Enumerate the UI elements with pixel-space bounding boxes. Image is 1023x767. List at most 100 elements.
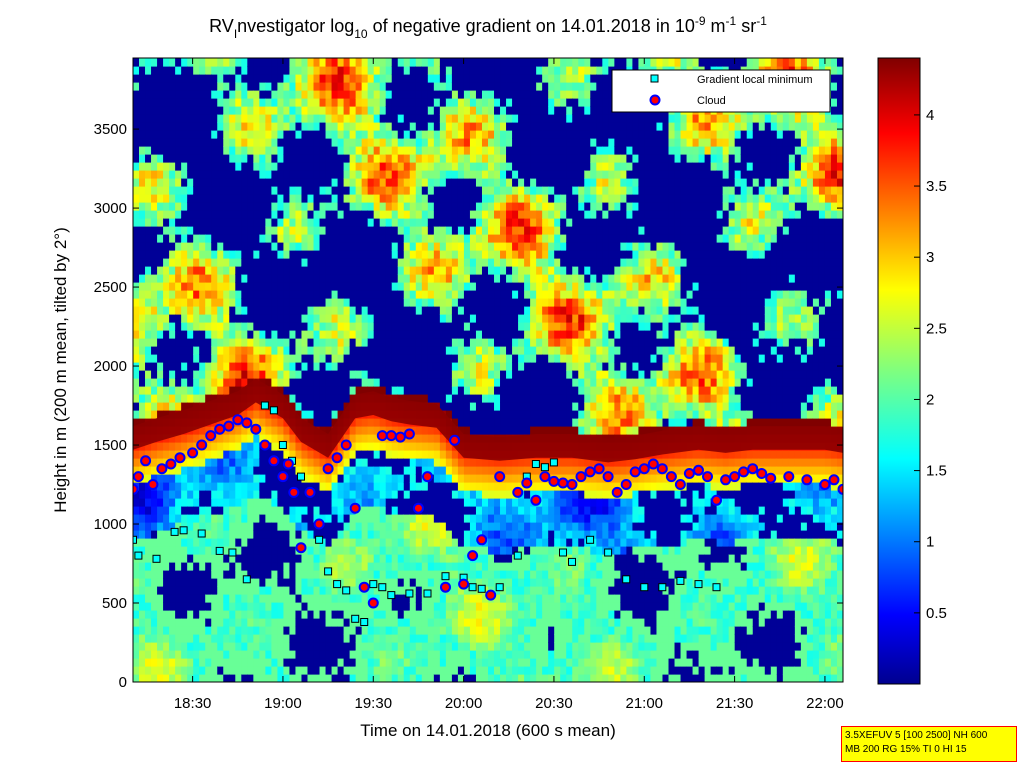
heatmap-cell (187, 98, 194, 107)
heatmap-cell (271, 642, 279, 651)
heatmap-cell (235, 610, 242, 619)
heatmap-cell (469, 146, 477, 155)
heatmap-cell (301, 618, 309, 627)
heatmap-cell (313, 322, 321, 331)
heatmap-cell (331, 202, 339, 211)
heatmap-cell (463, 410, 471, 419)
heatmap-cell (265, 114, 272, 123)
heatmap-cell (439, 370, 447, 379)
heatmap-cell (295, 618, 303, 627)
heatmap-cell (439, 130, 447, 139)
heatmap-cell (247, 298, 254, 307)
heatmap-cell (343, 202, 351, 211)
heatmap-cell (445, 66, 453, 75)
heatmap-cell (367, 482, 375, 491)
heatmap-cell (391, 250, 399, 259)
heatmap-cell (229, 570, 236, 579)
heatmap-cell (289, 66, 297, 75)
heatmap-cell (211, 306, 218, 315)
heatmap-cell (451, 570, 459, 579)
heatmap-cell (139, 370, 146, 379)
heatmap-cell (307, 522, 315, 531)
heatmap-cell (457, 258, 465, 267)
heatmap-cell (331, 330, 339, 339)
heatmap-cell (163, 330, 170, 339)
heatmap-cell (187, 458, 194, 467)
heatmap-cell (439, 186, 447, 195)
heatmap-cell (494, 226, 501, 235)
heatmap-cell (325, 154, 333, 163)
heatmap-cell (325, 138, 333, 147)
heatmap-cell (475, 634, 483, 643)
heatmap-cell (367, 474, 375, 483)
heatmap-cell (409, 202, 417, 211)
heatmap-cell (283, 602, 291, 611)
heatmap-cell (295, 82, 303, 91)
heatmap-cell (265, 338, 272, 347)
heatmap-cell (235, 434, 242, 443)
heatmap-cell (457, 322, 465, 331)
heatmap-cell (187, 474, 194, 483)
heatmap-cell (247, 618, 254, 627)
heatmap-cell (145, 466, 152, 475)
heatmap-cell (331, 498, 339, 507)
heatmap-cell (145, 346, 152, 355)
heatmap-cell (157, 394, 164, 403)
heatmap-cell (373, 274, 381, 283)
heatmap-cell (133, 306, 140, 315)
heatmap-cell (367, 66, 375, 75)
heatmap-cell (427, 218, 435, 227)
heatmap-cell (475, 154, 483, 163)
heatmap-cell (349, 274, 357, 283)
heatmap-cell (319, 370, 327, 379)
heatmap-cell (379, 570, 387, 579)
heatmap-cell (494, 154, 501, 163)
heatmap-cell (373, 426, 381, 435)
heatmap-cell (385, 666, 393, 675)
heatmap-cell (283, 346, 291, 355)
heatmap-cell (319, 250, 327, 259)
heatmap-cell (301, 522, 309, 531)
heatmap-cell (181, 354, 188, 363)
heatmap-cell (337, 226, 345, 235)
heatmap-cell (385, 530, 393, 539)
heatmap-cell (391, 490, 399, 499)
heatmap-cell (283, 466, 291, 475)
heatmap-cell (319, 186, 327, 195)
heatmap-cell (133, 274, 140, 283)
heatmap-cell (343, 370, 351, 379)
heatmap-cell (307, 410, 315, 419)
heatmap-cell (211, 594, 218, 603)
heatmap-cell (337, 354, 345, 363)
heatmap-cell (295, 634, 303, 643)
heatmap-cell (439, 474, 447, 483)
heatmap-cell (217, 82, 224, 91)
heatmap-cell (494, 626, 501, 635)
heatmap-cell (145, 202, 152, 211)
heatmap-cell (211, 74, 218, 83)
heatmap-cell (445, 114, 453, 123)
heatmap-cell (433, 298, 441, 307)
heatmap-cell (506, 210, 513, 219)
heatmap-cell (259, 642, 266, 651)
heatmap-cell (397, 58, 405, 67)
heatmap-cell (331, 634, 339, 643)
heatmap-cell (445, 530, 453, 539)
heatmap-cell (307, 546, 315, 555)
heatmap-cell (187, 618, 194, 627)
heatmap-cell (463, 226, 471, 235)
heatmap-cell (133, 450, 140, 459)
heatmap-cell (229, 234, 236, 243)
heatmap-cell (169, 130, 176, 139)
heatmap-cell (421, 442, 429, 451)
heatmap-cell (481, 506, 489, 515)
heatmap-cell (469, 106, 477, 115)
heatmap-cell (373, 242, 381, 251)
heatmap-cell (385, 442, 393, 451)
heatmap-cell (145, 490, 152, 499)
heatmap-cell (247, 594, 254, 603)
heatmap-cell (361, 602, 369, 611)
heatmap-cell (151, 338, 158, 347)
heatmap-cell (151, 586, 158, 595)
heatmap-cell (421, 562, 429, 571)
